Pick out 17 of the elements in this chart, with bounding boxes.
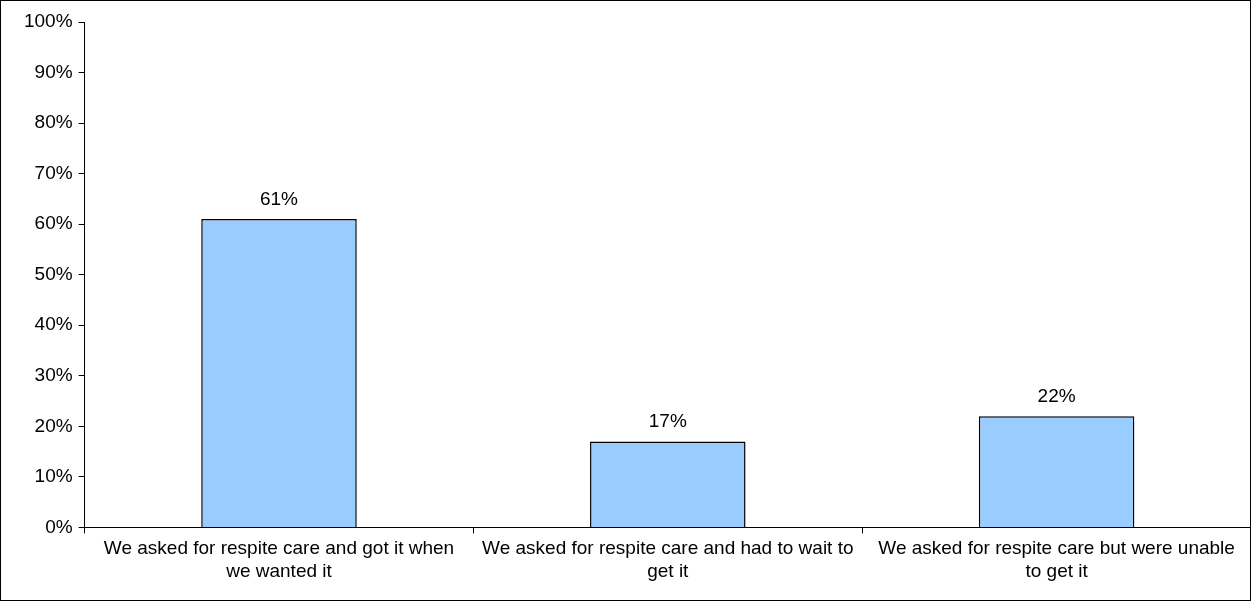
x-tick-label: We asked for respite care and had to wait to get it	[482, 537, 854, 581]
y-tick-label: 80%	[34, 111, 73, 133]
y-tick-label: 100%	[23, 10, 73, 32]
data-label: 61%	[259, 187, 299, 209]
y-tick-label: 20%	[34, 414, 73, 436]
y-tick-label: 30%	[34, 364, 73, 386]
y-tick-label: 0%	[45, 515, 73, 537]
y-tick-label: 70%	[34, 161, 73, 183]
y-tick-label: 60%	[34, 212, 73, 234]
x-tick-label: We asked for respite care and got it when we wanted it	[103, 537, 455, 581]
data-label: 22%	[1037, 384, 1076, 406]
y-tick-label: 90%	[34, 60, 73, 82]
data-label: 17%	[648, 410, 687, 432]
y-tick-label: 40%	[34, 313, 73, 335]
y-tick-label: 50%	[34, 262, 73, 284]
x-tick-label: We asked for respite care but were unable to get it	[878, 537, 1235, 581]
y-tick-label: 10%	[34, 465, 73, 487]
